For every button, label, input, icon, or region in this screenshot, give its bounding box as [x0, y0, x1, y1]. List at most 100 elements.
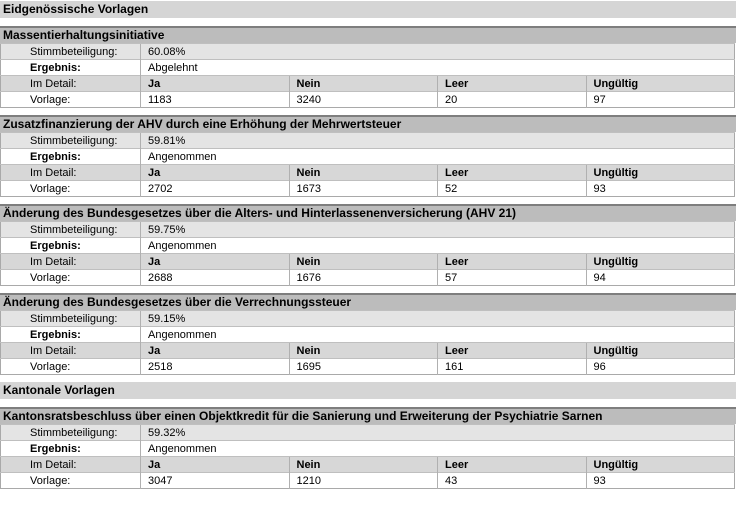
blank-header: Leer: [437, 253, 586, 270]
yes-header: Ja: [140, 456, 289, 473]
invalid-header: Ungültig: [585, 164, 735, 181]
invalid-value: 97: [585, 91, 735, 108]
turnout-label: Stimmbeteiligung:: [0, 43, 141, 60]
result-label: Ergebnis:: [0, 59, 141, 76]
proposal-label: Vorlage:: [0, 358, 141, 375]
result-row: Ergebnis: Abgelehnt: [0, 59, 735, 76]
yes-value: 1183: [140, 91, 289, 108]
invalid-value: 93: [585, 180, 735, 197]
result-label: Ergebnis:: [0, 326, 141, 343]
vote-section-ahv21: Änderung des Bundesgesetzes über die Alt…: [0, 204, 736, 286]
yes-value: 2702: [140, 180, 289, 197]
group-header-cantonal: Kantonale Vorlagen: [0, 382, 736, 399]
votes-row: Vorlage: 2518 1695 161 96: [0, 358, 735, 375]
result-row: Ergebnis: Angenommen: [0, 148, 735, 165]
votes-row: Vorlage: 1183 3240 20 97: [0, 91, 735, 108]
proposal-label: Vorlage:: [0, 180, 141, 197]
turnout-row: Stimmbeteiligung: 59.32%: [0, 424, 735, 441]
result-value: Angenommen: [140, 148, 735, 165]
turnout-row: Stimmbeteiligung: 60.08%: [0, 43, 735, 60]
result-label: Ergebnis:: [0, 440, 141, 457]
no-header: Nein: [288, 456, 438, 473]
result-value: Angenommen: [140, 237, 735, 254]
vote-section-ahv-mehrwertsteuer: Zusatzfinanzierung der AHV durch eine Er…: [0, 115, 736, 197]
detail-header-row: Im Detail: Ja Nein Leer Ungültig: [0, 456, 735, 473]
section-title: Änderung des Bundesgesetzes über die Ver…: [0, 293, 736, 310]
result-table: Stimmbeteiligung: 59.75% Ergebnis: Angen…: [0, 221, 735, 286]
vote-section-psychiatrie-sarnen: Kantonsratsbeschluss über einen Objektkr…: [0, 407, 736, 489]
blank-value: 52: [437, 180, 586, 197]
no-header: Nein: [288, 253, 438, 270]
group-cantonal: Kantonale Vorlagen Kantonsratsbeschluss …: [0, 382, 736, 489]
blank-header: Leer: [437, 75, 586, 92]
turnout-row: Stimmbeteiligung: 59.75%: [0, 221, 735, 238]
turnout-label: Stimmbeteiligung:: [0, 132, 141, 149]
section-title: Zusatzfinanzierung der AHV durch eine Er…: [0, 115, 736, 132]
yes-value: 3047: [140, 472, 289, 489]
turnout-value: 59.81%: [140, 132, 735, 149]
yes-header: Ja: [140, 75, 289, 92]
blank-value: 20: [437, 91, 586, 108]
proposal-label: Vorlage:: [0, 91, 141, 108]
no-value: 1695: [288, 358, 438, 375]
result-label: Ergebnis:: [0, 148, 141, 165]
invalid-header: Ungültig: [585, 75, 735, 92]
section-title: Massentierhaltungsinitiative: [0, 26, 736, 43]
result-row: Ergebnis: Angenommen: [0, 326, 735, 343]
vote-section-verrechnungssteuer: Änderung des Bundesgesetzes über die Ver…: [0, 293, 736, 375]
detail-header-row: Im Detail: Ja Nein Leer Ungültig: [0, 342, 735, 359]
blank-header: Leer: [437, 456, 586, 473]
detail-label: Im Detail:: [0, 456, 141, 473]
section-title: Änderung des Bundesgesetzes über die Alt…: [0, 204, 736, 221]
invalid-value: 94: [585, 269, 735, 286]
votes-row: Vorlage: 3047 1210 43 93: [0, 472, 735, 489]
result-label: Ergebnis:: [0, 237, 141, 254]
blank-value: 161: [437, 358, 586, 375]
detail-header-row: Im Detail: Ja Nein Leer Ungültig: [0, 75, 735, 92]
turnout-value: 59.15%: [140, 310, 735, 327]
detail-label: Im Detail:: [0, 164, 141, 181]
turnout-value: 60.08%: [140, 43, 735, 60]
yes-header: Ja: [140, 253, 289, 270]
turnout-value: 59.75%: [140, 221, 735, 238]
turnout-value: 59.32%: [140, 424, 735, 441]
blank-header: Leer: [437, 164, 586, 181]
result-value: Angenommen: [140, 326, 735, 343]
turnout-label: Stimmbeteiligung:: [0, 221, 141, 238]
yes-value: 2518: [140, 358, 289, 375]
no-value: 1673: [288, 180, 438, 197]
detail-label: Im Detail:: [0, 75, 141, 92]
invalid-header: Ungültig: [585, 253, 735, 270]
detail-label: Im Detail:: [0, 253, 141, 270]
votes-row: Vorlage: 2688 1676 57 94: [0, 269, 735, 286]
group-federal: Eidgenössische Vorlagen Massentierhaltun…: [0, 1, 736, 375]
result-value: Abgelehnt: [140, 59, 735, 76]
invalid-value: 96: [585, 358, 735, 375]
proposal-label: Vorlage:: [0, 269, 141, 286]
proposal-label: Vorlage:: [0, 472, 141, 489]
no-header: Nein: [288, 342, 438, 359]
turnout-row: Stimmbeteiligung: 59.81%: [0, 132, 735, 149]
blank-header: Leer: [437, 342, 586, 359]
result-row: Ergebnis: Angenommen: [0, 440, 735, 457]
detail-label: Im Detail:: [0, 342, 141, 359]
turnout-label: Stimmbeteiligung:: [0, 310, 141, 327]
blank-value: 57: [437, 269, 586, 286]
detail-header-row: Im Detail: Ja Nein Leer Ungültig: [0, 253, 735, 270]
invalid-header: Ungültig: [585, 342, 735, 359]
invalid-header: Ungültig: [585, 456, 735, 473]
vote-section-massentierhaltung: Massentierhaltungsinitiative Stimmbeteil…: [0, 26, 736, 108]
no-value: 1676: [288, 269, 438, 286]
blank-value: 43: [437, 472, 586, 489]
yes-value: 2688: [140, 269, 289, 286]
no-header: Nein: [288, 164, 438, 181]
yes-header: Ja: [140, 164, 289, 181]
yes-header: Ja: [140, 342, 289, 359]
no-value: 3240: [288, 91, 438, 108]
result-table: Stimmbeteiligung: 59.32% Ergebnis: Angen…: [0, 424, 735, 489]
result-value: Angenommen: [140, 440, 735, 457]
no-value: 1210: [288, 472, 438, 489]
result-table: Stimmbeteiligung: 60.08% Ergebnis: Abgel…: [0, 43, 735, 108]
turnout-row: Stimmbeteiligung: 59.15%: [0, 310, 735, 327]
result-table: Stimmbeteiligung: 59.15% Ergebnis: Angen…: [0, 310, 735, 375]
